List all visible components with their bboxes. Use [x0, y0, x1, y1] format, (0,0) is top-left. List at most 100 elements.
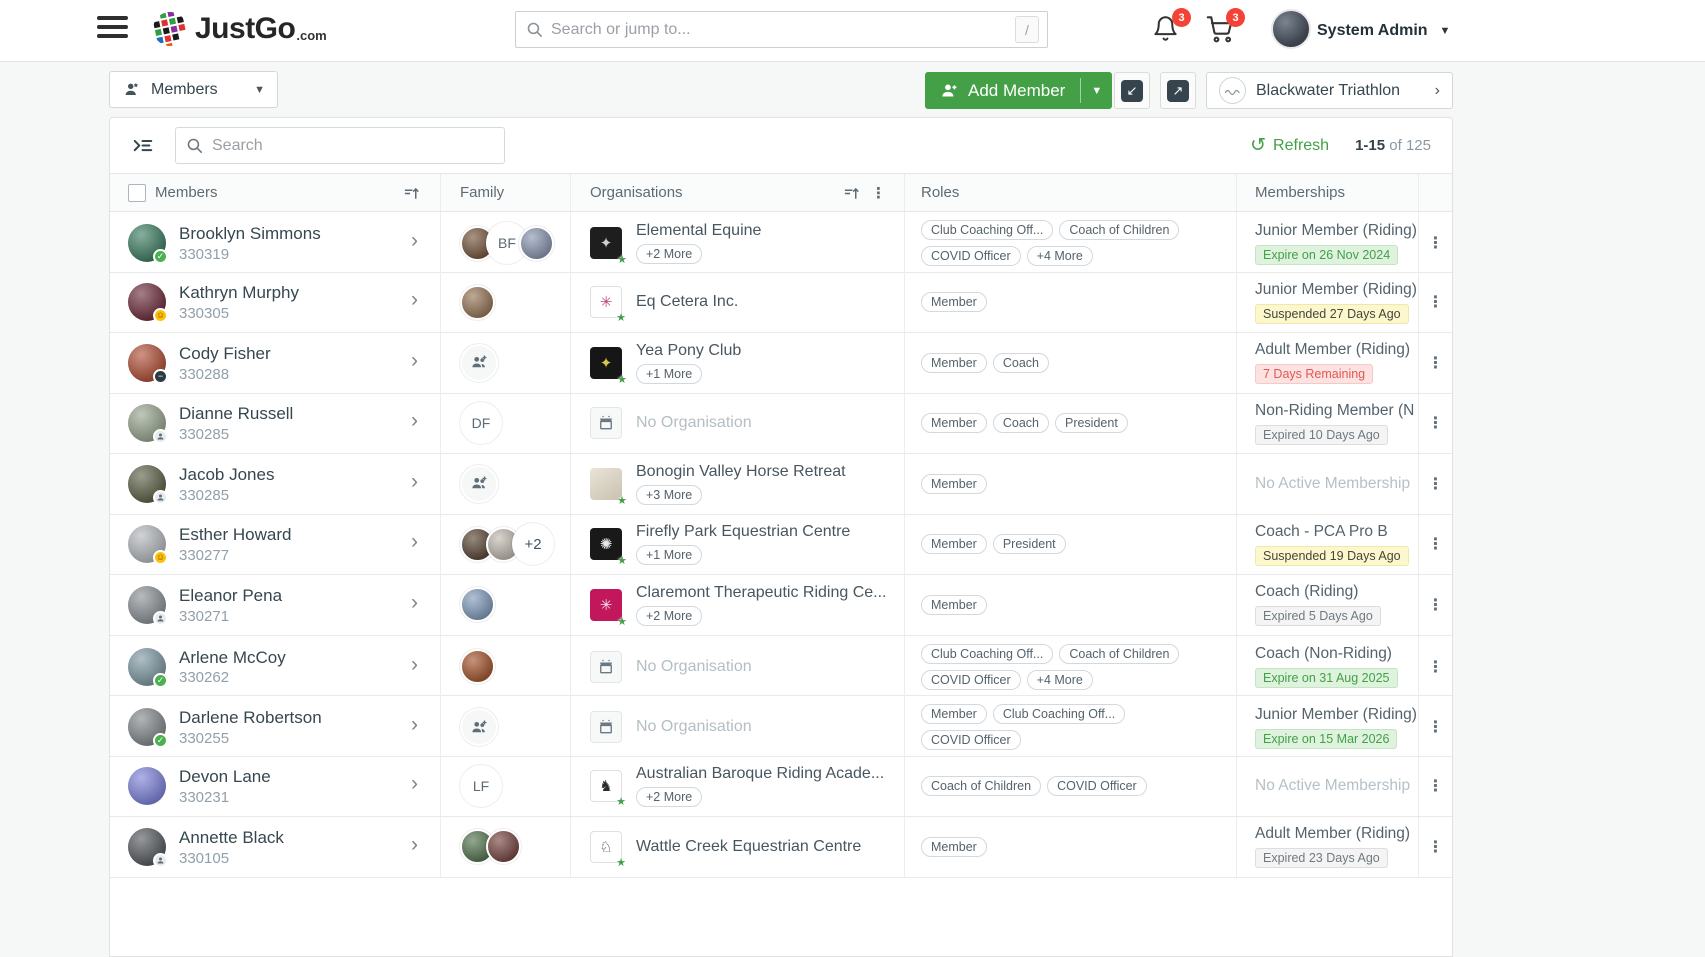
organisations-menu-icon[interactable]: ⋮	[871, 185, 886, 202]
table-row[interactable]: Eleanor Pena 330271 › ✳ ★ Claremont Thera…	[110, 575, 1452, 636]
role-pill[interactable]: Member	[921, 594, 987, 615]
family-cell[interactable]: DF	[440, 393, 570, 453]
role-pill[interactable]: Coach	[992, 352, 1049, 373]
add-member-dropdown-toggle[interactable]: ▼	[1081, 72, 1112, 109]
family-cell[interactable]	[440, 272, 570, 332]
member-avatar[interactable]	[128, 464, 168, 505]
list-search[interactable]	[175, 127, 505, 164]
row-menu-icon[interactable]: ⋮	[1427, 536, 1444, 554]
member-avatar[interactable]: ✓	[128, 224, 168, 264]
row-menu-icon[interactable]: ⋮	[1427, 294, 1444, 312]
role-pill[interactable]: Member	[921, 704, 987, 724]
list-search-input[interactable]	[212, 136, 494, 155]
member-avatar[interactable]: ✓	[128, 647, 168, 688]
row-menu-icon[interactable]: ⋮	[1427, 596, 1444, 614]
notifications-button[interactable]: 3	[1152, 8, 1191, 45]
role-pill[interactable]: Coach of Children	[1059, 220, 1180, 240]
table-row[interactable]: ✓ Darlene Robertson 330255 › No Organisa…	[110, 696, 1452, 758]
family-cell[interactable]	[440, 817, 570, 877]
filter-list-icon[interactable]	[132, 135, 154, 157]
table-row[interactable]: ✓ Arlene McCoy 330262 › No Organisation …	[110, 635, 1452, 698]
chevron-right-icon[interactable]: ›	[411, 288, 418, 312]
role-pill[interactable]: Member	[921, 534, 987, 555]
member-avatar[interactable]: ☺	[128, 283, 168, 324]
family-cell[interactable]	[440, 635, 570, 698]
add-member-button[interactable]: Add Member	[925, 72, 1080, 109]
family-add-icon[interactable]	[460, 464, 498, 503]
role-pill[interactable]: COVID Officer	[921, 246, 1021, 266]
family-cell[interactable]: +2	[440, 514, 570, 574]
hamburger-menu-icon[interactable]	[97, 16, 128, 44]
table-row[interactable]: − Cody Fisher 330288 › ✦ ★ Yea Pony Club …	[110, 333, 1452, 394]
family-add-icon[interactable]	[460, 708, 498, 746]
member-avatar[interactable]	[128, 585, 168, 626]
role-pill[interactable]: Coach of Children	[1059, 643, 1180, 664]
row-menu-icon[interactable]: ⋮	[1427, 235, 1444, 252]
role-pill[interactable]: Member	[921, 413, 987, 434]
role-pill[interactable]: Coach	[992, 413, 1049, 434]
family-cell[interactable]	[440, 454, 570, 514]
cart-button[interactable]: 3	[1206, 8, 1245, 45]
row-menu-icon[interactable]: ⋮	[1427, 415, 1444, 433]
chevron-right-icon[interactable]: ›	[411, 590, 418, 614]
table-row[interactable]: Dianne Russell 330285 › DF No Organisati…	[110, 393, 1452, 454]
family-avatar[interactable]: LF	[460, 765, 502, 808]
role-pill[interactable]: COVID Officer	[921, 669, 1021, 690]
row-menu-icon[interactable]: ⋮	[1427, 778, 1444, 796]
role-pill[interactable]: Club Coaching Off...	[921, 643, 1054, 664]
organisation-more-pill[interactable]: +2 More	[636, 605, 703, 626]
chevron-right-icon[interactable]: ›	[411, 469, 418, 493]
chevron-right-icon[interactable]: ›	[411, 652, 418, 676]
role-pill[interactable]: Member	[921, 292, 987, 313]
chevron-right-icon[interactable]: ›	[411, 772, 418, 796]
row-menu-icon[interactable]: ⋮	[1427, 475, 1444, 493]
family-avatar[interactable]	[460, 284, 495, 320]
role-pill[interactable]: Member	[921, 836, 987, 857]
organisation-more-pill[interactable]: +1 More	[636, 363, 703, 384]
role-pill[interactable]: President	[992, 534, 1066, 555]
member-avatar[interactable]	[128, 767, 166, 806]
sort-organisations-icon[interactable]	[843, 185, 860, 206]
user-avatar[interactable]	[1271, 9, 1311, 49]
add-member-split-button[interactable]: Add Member ▼	[925, 72, 1113, 109]
role-pill[interactable]: COVID Officer	[1047, 776, 1147, 797]
role-pill[interactable]: Club Coaching Off...	[921, 220, 1054, 240]
expand-view-button[interactable]: ↗	[1160, 72, 1196, 109]
family-cell[interactable]: LF	[440, 756, 570, 816]
justgo-logo[interactable]: JustGo .com	[150, 9, 327, 49]
family-cell[interactable]	[440, 333, 570, 393]
chevron-right-icon[interactable]: ›	[411, 530, 418, 554]
table-row[interactable]: ☺ Esther Howard 330277 › +2 ✺ ★ Firefly P…	[110, 514, 1452, 575]
member-avatar[interactable]	[128, 827, 168, 868]
user-menu[interactable]: System Admin ▼	[1317, 0, 1450, 62]
table-row[interactable]: ☺ Kathryn Murphy 330305 › ✳ ★ Eq Cetera I…	[110, 272, 1452, 333]
row-menu-icon[interactable]: ⋮	[1427, 838, 1444, 856]
family-avatar[interactable]: BF	[486, 222, 528, 264]
family-avatar[interactable]: +2	[512, 523, 554, 566]
family-add-icon[interactable]	[460, 343, 498, 382]
member-avatar[interactable]: ✓	[128, 708, 168, 748]
chevron-right-icon[interactable]: ›	[411, 348, 418, 372]
family-avatar[interactable]	[486, 829, 521, 865]
member-avatar[interactable]: ☺	[128, 525, 168, 566]
family-avatar[interactable]: DF	[460, 402, 502, 445]
select-all-checkbox[interactable]	[128, 183, 146, 202]
table-row[interactable]: Jacob Jones 330285 › ★ Bonogin Valley Ho…	[110, 454, 1452, 515]
organisation-more-pill[interactable]: +1 More	[636, 545, 703, 566]
family-cell[interactable]	[440, 575, 570, 635]
family-avatar[interactable]	[460, 649, 495, 684]
view-selector-dropdown[interactable]: Members ▼	[109, 71, 278, 108]
family-avatar[interactable]	[460, 587, 495, 623]
member-avatar[interactable]: −	[128, 343, 168, 384]
role-pill[interactable]: +4 More	[1026, 246, 1093, 266]
organisation-more-pill[interactable]: +2 More	[636, 787, 703, 808]
chevron-right-icon[interactable]: ›	[411, 713, 418, 737]
role-pill[interactable]: Member	[921, 473, 987, 494]
row-menu-icon[interactable]: ⋮	[1427, 354, 1444, 372]
role-pill[interactable]: Club Coaching Off...	[992, 704, 1126, 724]
row-menu-icon[interactable]: ⋮	[1427, 658, 1444, 676]
collapse-view-button[interactable]: ↙	[1114, 72, 1150, 109]
table-row[interactable]: ✓ Brooklyn Simmons 330319 › BF ✦ ★ Elemen…	[110, 212, 1452, 274]
row-menu-icon[interactable]: ⋮	[1427, 719, 1444, 736]
role-pill[interactable]: Coach of Children	[921, 776, 1042, 797]
